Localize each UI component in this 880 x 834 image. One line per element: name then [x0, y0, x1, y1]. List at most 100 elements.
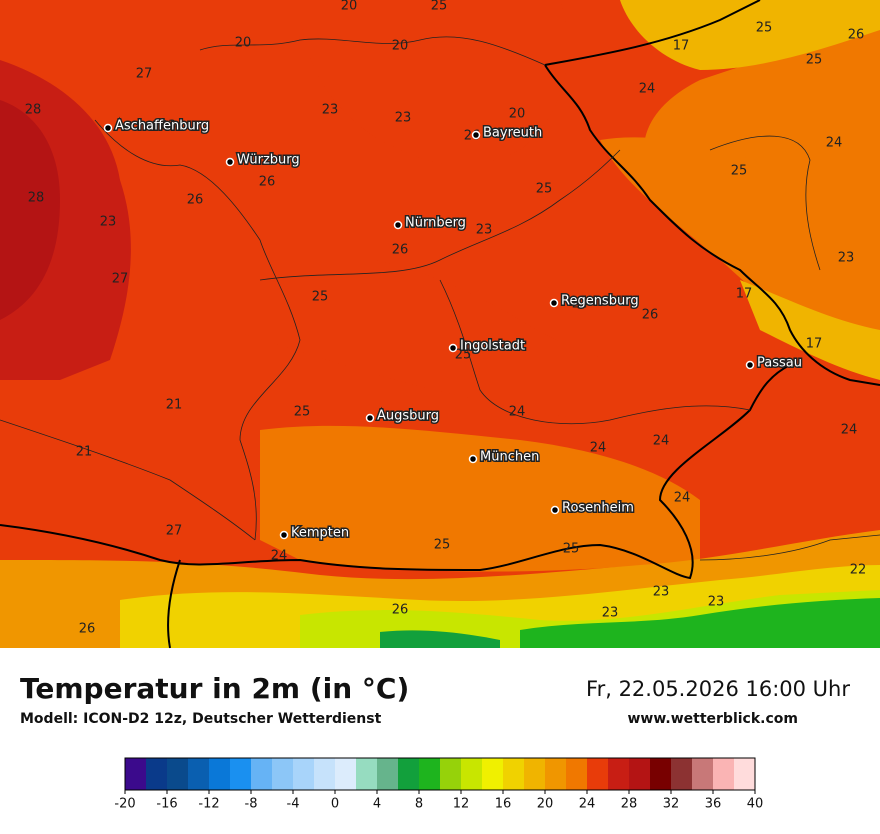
city-marker — [103, 123, 113, 133]
colorbar-tick-label: 40 — [747, 797, 764, 812]
colorbar-frame — [124, 757, 756, 791]
city-marker — [745, 360, 755, 370]
colorbar-segment — [146, 758, 168, 790]
city-marker — [550, 505, 560, 515]
map — [0, 0, 880, 649]
temperature-label: 17 — [736, 287, 753, 302]
colorbar-segment — [272, 758, 294, 790]
temperature-label: 24 — [841, 423, 858, 438]
temperature-label: 26 — [392, 603, 409, 618]
colorbar-segment — [650, 758, 672, 790]
city-marker — [393, 220, 403, 230]
colorbar-tick-label: 4 — [373, 797, 381, 812]
colorbar-tick-label: 16 — [495, 797, 512, 812]
temperature-label: 20 — [509, 107, 526, 122]
temperature-label: 25 — [563, 542, 580, 557]
temperature-label: 24 — [572, 297, 589, 312]
colorbar-segment — [314, 758, 336, 790]
temperature-label: 24 — [639, 82, 656, 97]
city-name: Würzburg — [237, 153, 300, 168]
city-marker — [549, 298, 559, 308]
city-name: Passau — [757, 356, 802, 371]
temperature-label: 24 — [653, 434, 670, 449]
temperature-label: 26 — [848, 28, 865, 43]
colorbar-segment — [587, 758, 609, 790]
colorbar-tick-label: 24 — [579, 797, 596, 812]
colorbar-segment — [734, 758, 756, 790]
temperature-label: 20 — [235, 36, 252, 51]
colorbar-tick-label: 12 — [453, 797, 470, 812]
colorbar-segment — [566, 758, 588, 790]
city-marker — [365, 413, 375, 423]
colorbar-tick-label: 0 — [331, 797, 339, 812]
colorbar-segment — [251, 758, 273, 790]
temperature-label: 27 — [166, 524, 183, 539]
colorbar-segment — [629, 758, 651, 790]
temperature-label: 25 — [312, 290, 329, 305]
website: www.wetterblick.com — [628, 711, 799, 727]
temperature-label: 24 — [590, 441, 607, 456]
temperature-label: 24 — [674, 491, 691, 506]
temperature-label: 24 — [509, 405, 526, 420]
temperature-label: 22 — [850, 563, 867, 578]
city-name: Regensburg — [561, 294, 639, 309]
colorbar-segment — [608, 758, 630, 790]
temperature-label: 17 — [673, 39, 690, 54]
city-marker — [468, 454, 478, 464]
colorbar-tick-label: 36 — [705, 797, 722, 812]
temperature-label: 27 — [112, 272, 129, 287]
temperature-label: 21 — [166, 398, 183, 413]
temperature-label: 26 — [392, 243, 409, 258]
colorbar-segment — [377, 758, 399, 790]
colorbar-segment — [671, 758, 693, 790]
colorbar-tick-label: 32 — [663, 797, 680, 812]
temperature-label: 25 — [294, 405, 311, 420]
temperature-label: 26 — [79, 622, 96, 637]
temperature-label: 28 — [25, 103, 42, 118]
temperature-label: 23 — [476, 223, 493, 238]
temperature-label: 23 — [653, 585, 670, 600]
city-name: Nürnberg — [405, 216, 466, 231]
title: Temperatur in 2m (in °C) — [20, 672, 409, 705]
city-marker — [448, 343, 458, 353]
temperature-label: 27 — [136, 67, 153, 82]
city-name: Ingolstadt — [460, 339, 525, 354]
temperature-label: 24 — [826, 136, 843, 151]
city-name: Kempten — [291, 526, 349, 541]
temperature-label: 23 — [160, 119, 177, 134]
temperature-label: 21 — [76, 445, 93, 460]
colorbar-tick-label: -8 — [245, 797, 258, 812]
map-labels: 20 25 20 20 17 25 26 25 27 24 28 23 23 23 20 26 24 26 25 26… — [25, 0, 867, 637]
city-name: Aschaffenburg — [115, 119, 209, 134]
colorbar-segment — [356, 758, 378, 790]
temperature-label: 24 — [271, 549, 288, 564]
colorbar-segment — [209, 758, 231, 790]
colorbar-segment — [335, 758, 357, 790]
colorbar-tick-label: -16 — [156, 797, 177, 812]
temperature-label: 25 — [806, 53, 823, 68]
subtitle: Modell: ICON-D2 12z, Deutscher Wetterdie… — [20, 711, 382, 727]
temperature-label: 23 — [708, 595, 725, 610]
temperature-label: 20 — [341, 0, 358, 14]
temperature-label: 23 — [322, 103, 339, 118]
colorbar-tick-label: -20 — [114, 797, 135, 812]
city-marker — [279, 530, 289, 540]
temperature-label: 26 — [187, 193, 204, 208]
temperature-label: 23 — [602, 606, 619, 621]
colorbar-segment — [692, 758, 714, 790]
city-marker — [471, 130, 481, 140]
city-name: Augsburg — [377, 409, 439, 424]
temperature-label: 25 — [536, 182, 553, 197]
colorbar-segment — [419, 758, 441, 790]
temperature-label: 26 — [642, 308, 659, 323]
temperature-label: 25 — [434, 538, 451, 553]
colorbar-tick-label: -12 — [198, 797, 219, 812]
temperature-label: 25 — [455, 348, 472, 363]
city-name: München — [480, 450, 539, 465]
city-marker — [225, 157, 235, 167]
colorbar-segment — [293, 758, 315, 790]
temperature-label: 28 — [28, 191, 45, 206]
colorbar-segment — [125, 758, 147, 790]
colorbar-segment — [461, 758, 483, 790]
